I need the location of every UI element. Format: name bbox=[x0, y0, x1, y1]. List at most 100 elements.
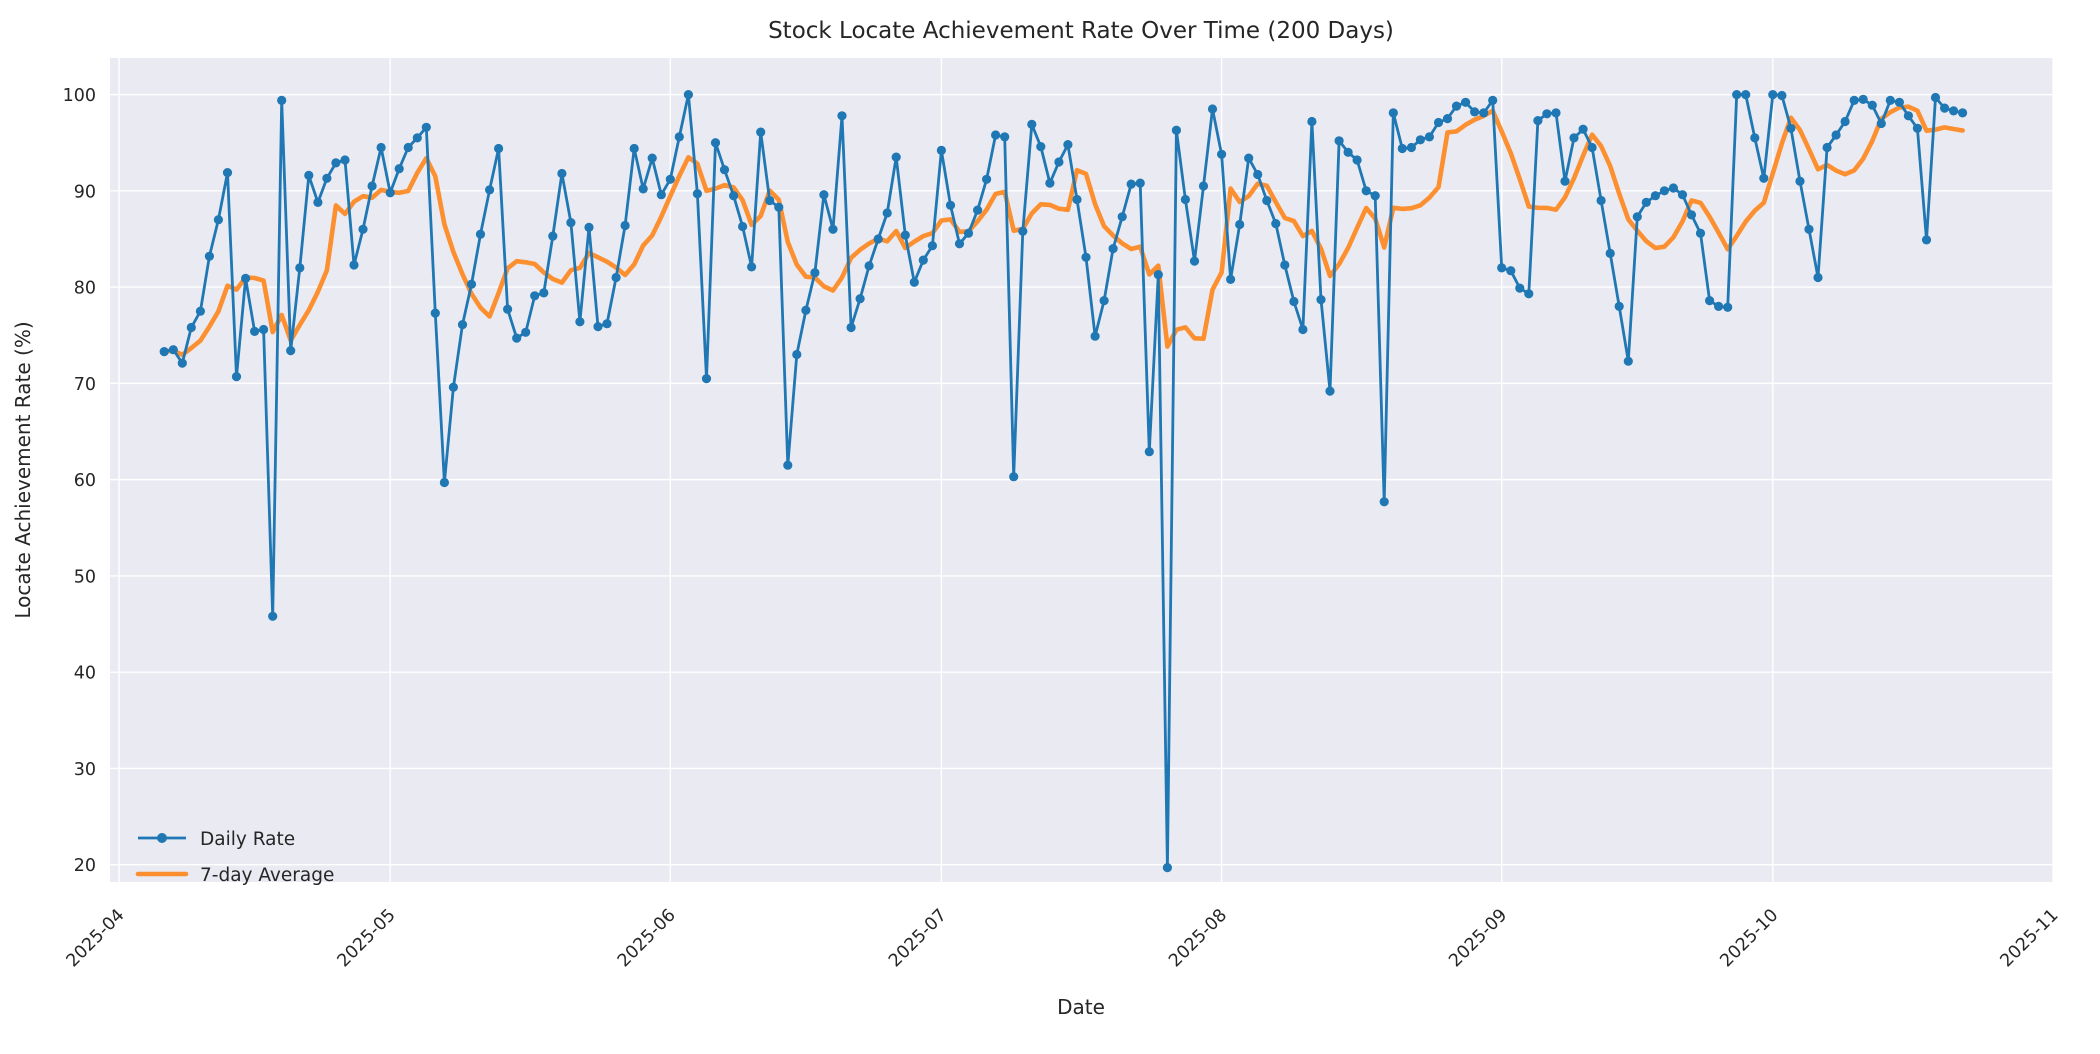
daily-rate-marker bbox=[1451, 101, 1462, 111]
daily-rate-marker bbox=[1406, 142, 1416, 153]
daily-rate-marker bbox=[801, 305, 811, 315]
daily-rate-marker bbox=[991, 130, 1001, 140]
daily-rate-marker bbox=[222, 168, 233, 178]
daily-rate-marker bbox=[204, 251, 214, 261]
daily-rate-marker bbox=[1695, 228, 1706, 238]
daily-rate-marker bbox=[1587, 142, 1597, 153]
daily-rate-marker bbox=[448, 382, 458, 392]
daily-rate-marker bbox=[1949, 106, 1959, 116]
daily-rate-marker bbox=[584, 222, 594, 232]
daily-rate-marker bbox=[810, 268, 820, 278]
daily-rate-marker bbox=[1063, 140, 1073, 150]
daily-rate-marker bbox=[1235, 219, 1245, 230]
daily-rate-marker bbox=[729, 191, 739, 201]
daily-rate-marker bbox=[1515, 283, 1525, 293]
legend-item-daily-rate: Daily Rate bbox=[138, 829, 295, 850]
daily-rate-marker bbox=[1732, 90, 1742, 100]
daily-rate-marker bbox=[918, 255, 928, 265]
daily-rate-marker bbox=[819, 190, 829, 200]
daily-rate-marker bbox=[1903, 111, 1913, 121]
y-tick-label: 90 bbox=[74, 182, 96, 202]
daily-rate-marker bbox=[512, 333, 522, 343]
daily-rate-marker bbox=[1316, 295, 1326, 305]
daily-rate-marker bbox=[1723, 302, 1733, 312]
daily-rate-marker bbox=[186, 322, 196, 333]
daily-rate-marker bbox=[1153, 270, 1163, 280]
daily-rate-marker bbox=[900, 230, 910, 240]
daily-rate-marker bbox=[1714, 301, 1724, 311]
daily-rate-marker bbox=[1786, 123, 1796, 133]
daily-rate-marker bbox=[466, 279, 477, 289]
daily-rate-marker bbox=[837, 111, 847, 121]
rolling-average-line bbox=[161, 104, 1965, 358]
daily-rate-marker bbox=[358, 224, 368, 234]
daily-rate-marker bbox=[575, 317, 585, 327]
x-axis-label: Date bbox=[1057, 995, 1105, 1019]
daily-rate-marker bbox=[1289, 296, 1299, 307]
daily-rate-marker bbox=[1325, 386, 1335, 396]
daily-rate-marker bbox=[1632, 212, 1642, 222]
daily-rate-marker bbox=[954, 239, 965, 249]
y-tick-label: 40 bbox=[74, 664, 96, 684]
daily-rate-marker bbox=[1036, 142, 1046, 152]
daily-rate-marker bbox=[774, 202, 784, 212]
daily-rate-marker bbox=[539, 288, 549, 298]
x-tick-label: 2025-11 bbox=[1997, 905, 2063, 971]
y-axis-label: Locate Achievement Rate (%) bbox=[11, 321, 35, 618]
daily-rate-marker bbox=[1180, 194, 1190, 205]
daily-rate-marker bbox=[259, 324, 269, 335]
daily-rate-marker bbox=[1027, 119, 1037, 129]
legend-item-7day-average: 7-day Average bbox=[135, 865, 334, 886]
daily-rate-marker bbox=[1479, 108, 1489, 118]
daily-rate-marker bbox=[828, 224, 838, 234]
daily-rate-marker bbox=[1253, 169, 1263, 180]
daily-rate-marker bbox=[286, 346, 296, 356]
daily-rate-marker bbox=[530, 291, 540, 301]
daily-rate-marker bbox=[385, 188, 395, 198]
daily-rate-marker bbox=[1045, 178, 1055, 188]
daily-rate-marker bbox=[1370, 191, 1380, 201]
daily-rate-marker bbox=[1488, 95, 1498, 105]
daily-rate-marker bbox=[1207, 104, 1218, 114]
x-tick-label: 2025-09 bbox=[1445, 905, 1511, 971]
daily-rate-marker bbox=[1072, 194, 1082, 205]
daily-rate-marker bbox=[873, 234, 883, 244]
daily-rate-marker bbox=[457, 320, 468, 330]
legend-label-7day-average: 7-day Average bbox=[200, 865, 334, 886]
daily-rate-marker bbox=[882, 208, 892, 218]
daily-rate-marker bbox=[1686, 210, 1697, 220]
daily-rate-marker bbox=[674, 132, 684, 142]
daily-rate-marker bbox=[1009, 472, 1019, 482]
y-tick-label: 80 bbox=[74, 279, 96, 299]
daily-rate-marker bbox=[1442, 114, 1453, 124]
legend: Daily Rate 7-day Average bbox=[135, 829, 334, 886]
x-tick-label: 2025-10 bbox=[1717, 905, 1783, 971]
daily-rate-marker bbox=[1560, 176, 1570, 186]
daily-rate-marker bbox=[1668, 183, 1678, 193]
daily-rate-marker bbox=[1524, 289, 1534, 299]
daily-rate-marker bbox=[1506, 266, 1516, 276]
y-tick-label: 100 bbox=[63, 86, 96, 106]
daily-rate-marker bbox=[936, 145, 947, 155]
daily-rate-marker bbox=[1198, 181, 1209, 191]
daily-rate-marker bbox=[1226, 274, 1236, 284]
daily-rate-marker bbox=[1677, 190, 1688, 200]
daily-rate-marker bbox=[665, 174, 675, 184]
daily-rate-marker bbox=[1117, 212, 1127, 222]
daily-rate-marker bbox=[1569, 133, 1579, 143]
chart-title: Stock Locate Achievement Rate Over Time … bbox=[768, 18, 1394, 44]
daily-rate-marker bbox=[1795, 176, 1805, 186]
daily-rate-marker bbox=[1750, 133, 1760, 143]
daily-rate-marker bbox=[909, 277, 919, 287]
plot-area bbox=[110, 58, 2053, 882]
daily-rate-marker bbox=[1578, 124, 1588, 134]
daily-rate-marker bbox=[1352, 155, 1362, 165]
daily-rate-marker bbox=[430, 308, 440, 318]
daily-rate-marker bbox=[195, 306, 205, 316]
daily-rate-marker bbox=[629, 143, 639, 154]
daily-rate-marker bbox=[1217, 149, 1227, 159]
daily-rate-marker bbox=[1741, 90, 1751, 100]
daily-rate-marker bbox=[1397, 143, 1407, 154]
daily-rate-marker bbox=[1614, 301, 1624, 311]
